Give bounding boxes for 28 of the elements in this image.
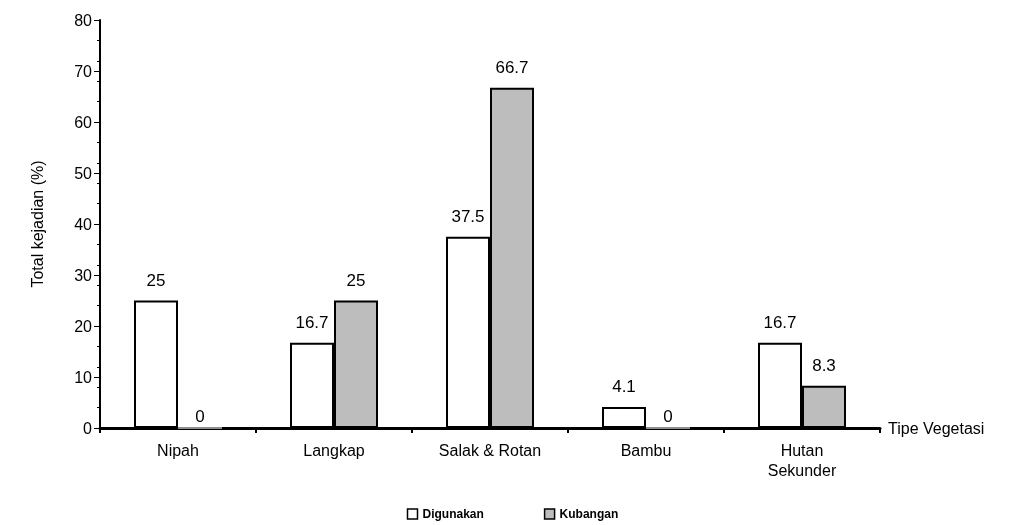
legend-label: Kubangan — [559, 507, 619, 521]
data-label: 37.5 — [451, 206, 485, 226]
y-tick-label: 20 — [74, 317, 93, 335]
x-axis-title: Tipe Vegetasi — [888, 419, 985, 437]
y-axis-title: Total kejadian (%) — [28, 160, 46, 288]
y-tick-label: 40 — [74, 215, 93, 233]
data-label: 8.3 — [812, 355, 836, 375]
data-label: 25 — [146, 270, 166, 290]
x-tick-label: Bambu — [620, 441, 672, 459]
x-tick-label: Salak & Rotan — [438, 441, 542, 459]
y-tick-label: 60 — [74, 113, 93, 131]
x-tick-label: Nipah — [157, 441, 199, 459]
y-tick-label: 80 — [74, 11, 93, 29]
data-label: 16.7 — [295, 312, 329, 332]
data-label: 0 — [663, 406, 673, 426]
y-tick-label: 30 — [74, 266, 93, 284]
data-label: 0 — [195, 406, 205, 426]
y-tick-label: 10 — [74, 368, 93, 386]
y-tick-label: 50 — [74, 164, 93, 182]
y-tick-label: 70 — [74, 62, 93, 80]
data-label: 16.7 — [763, 312, 797, 332]
data-label: 4.1 — [612, 377, 636, 397]
data-label: 66.7 — [495, 57, 529, 77]
x-tick-label: Langkap — [303, 441, 365, 459]
data-label: 25 — [346, 270, 366, 290]
legend-label: Digunakan — [422, 507, 484, 521]
x-tick-label: Hutan Sekunder — [767, 441, 837, 479]
y-tick-label: 0 — [83, 419, 93, 437]
